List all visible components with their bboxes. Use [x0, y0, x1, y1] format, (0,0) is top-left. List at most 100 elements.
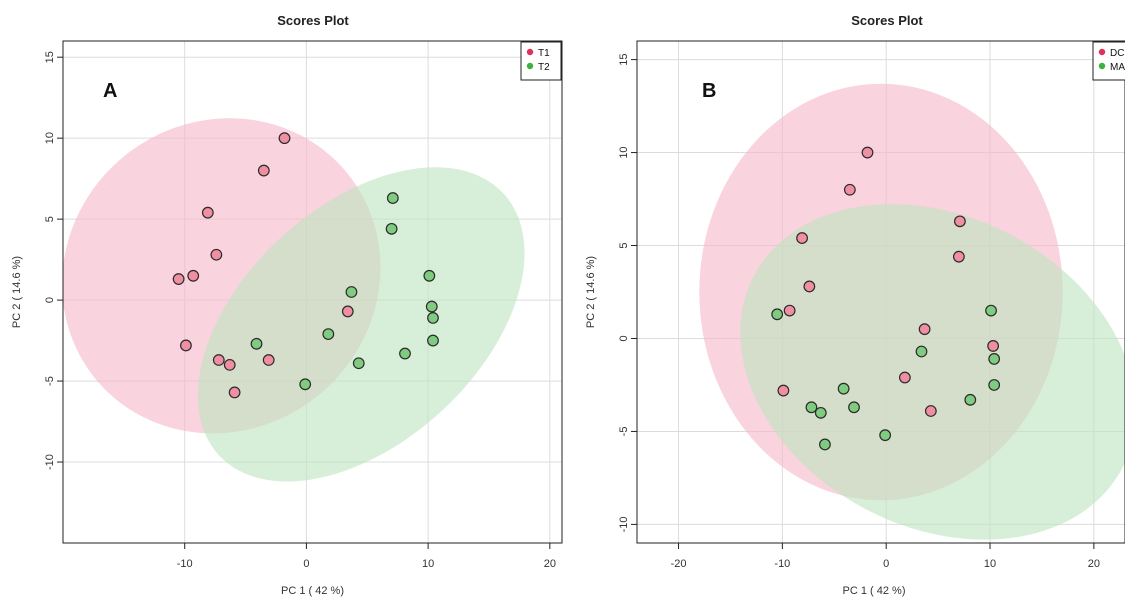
y-tick-label: 10	[618, 146, 630, 158]
data-point	[427, 312, 439, 324]
legend-marker-t1	[526, 48, 534, 56]
plot-frame	[62, 40, 563, 544]
data-point	[985, 304, 997, 317]
data-point	[187, 269, 200, 282]
legend-box	[1092, 41, 1125, 81]
data-point	[278, 132, 291, 145]
data-point	[345, 286, 358, 298]
x-tick-label: -10	[774, 558, 790, 570]
data-point	[172, 273, 185, 285]
data-point	[988, 379, 1001, 391]
y-tick-label: 0	[618, 335, 630, 341]
x-tick-label: 20	[544, 558, 556, 570]
data-point	[805, 401, 818, 414]
data-point	[771, 308, 784, 321]
scores-plot-b: -20 -10 0 10 20 -10 -5 0 5 10 15 Scores Plot PC 1 ( …	[585, 13, 1125, 597]
data-point	[423, 269, 436, 282]
data-point	[861, 146, 874, 159]
y-tick-label: -10	[44, 454, 56, 470]
chart-title: Scores Plot	[277, 13, 349, 28]
data-point	[952, 250, 965, 263]
confidence-ellipse-ma	[740, 204, 1125, 540]
data-point	[262, 354, 275, 366]
y-tick-label: -5	[618, 427, 630, 437]
data-point	[918, 323, 931, 336]
data-point	[212, 354, 225, 366]
confidence-ellipse-t2	[197, 167, 525, 482]
data-point	[848, 401, 860, 414]
x-tick-label: 10	[422, 558, 434, 570]
series-t1	[172, 132, 354, 399]
y-axis-label: PC 2 ( 14.6 %)	[585, 256, 597, 328]
data-point	[988, 353, 1001, 365]
y-tick-label: -10	[618, 516, 630, 532]
confidence-ellipses	[63, 118, 525, 482]
data-point	[257, 164, 270, 177]
y-tick-label: 0	[44, 297, 56, 303]
legend-label: T2	[538, 62, 550, 73]
data-point	[352, 357, 365, 370]
confidence-ellipses	[699, 83, 1125, 540]
data-point	[777, 384, 790, 397]
data-point	[924, 405, 937, 417]
legend-marker-dc	[1098, 48, 1106, 56]
data-point	[180, 339, 192, 352]
data-point	[803, 280, 816, 293]
data-point	[399, 347, 411, 360]
scores-plot-a: -10 0 10 20 -10 -5 0 5 10 15 Scores Plot PC 1 ( 42 …	[11, 13, 563, 597]
data-point	[964, 393, 977, 406]
data-point	[843, 183, 856, 196]
data-point	[201, 206, 214, 219]
x-tick-label: 20	[1088, 558, 1100, 570]
data-point	[879, 429, 892, 442]
data-point	[223, 358, 236, 371]
x-tick-label: -20	[671, 558, 687, 570]
y-tick-label: 15	[44, 51, 56, 63]
series-t2	[250, 192, 439, 391]
legend-label: MA	[1110, 62, 1125, 73]
data-point	[299, 378, 312, 391]
plot-frame	[636, 40, 1125, 544]
data-point	[250, 337, 263, 350]
y-axis-label: PC 2 ( 14.6 %)	[11, 256, 23, 328]
x-axis-label: PC 1 ( 42 %)	[281, 585, 344, 597]
chart-title: Scores Plot	[851, 13, 923, 28]
y-tick-label: 5	[618, 242, 630, 248]
panel-label: A	[103, 80, 117, 102]
data-point	[210, 248, 223, 261]
legend-label: DC	[1110, 48, 1124, 59]
legend-marker-ma	[1098, 62, 1106, 70]
y-tick-label: 10	[44, 132, 56, 144]
data-point	[385, 222, 398, 235]
legend-marker-t2	[526, 62, 534, 70]
data-point	[341, 305, 354, 318]
data-point	[425, 300, 438, 313]
data-point	[915, 345, 928, 358]
data-point	[954, 215, 966, 228]
y-tick-label: 15	[618, 53, 630, 65]
x-tick-label: 10	[984, 558, 996, 570]
legend-box	[520, 41, 562, 81]
x-tick-label: -10	[177, 558, 193, 570]
x-tick-label: 0	[303, 558, 309, 570]
series-dc	[777, 146, 1000, 417]
data-point	[228, 386, 241, 399]
legend-label: T1	[538, 48, 550, 59]
panel-label: B	[702, 80, 716, 102]
data-point	[898, 371, 911, 384]
x-tick-label: 0	[883, 558, 889, 570]
data-point	[386, 192, 399, 204]
x-axis-label: PC 1 ( 42 %)	[843, 585, 906, 597]
data-point	[427, 334, 439, 347]
series-ma	[771, 304, 1001, 451]
legend: DC MA	[1092, 41, 1125, 81]
y-tick-label: 5	[44, 216, 56, 222]
data-point	[814, 406, 827, 419]
y-tick-label: -5	[44, 376, 56, 386]
data-point	[819, 438, 831, 451]
data-point	[987, 340, 1000, 352]
data-point	[837, 382, 850, 395]
data-point	[322, 328, 335, 341]
